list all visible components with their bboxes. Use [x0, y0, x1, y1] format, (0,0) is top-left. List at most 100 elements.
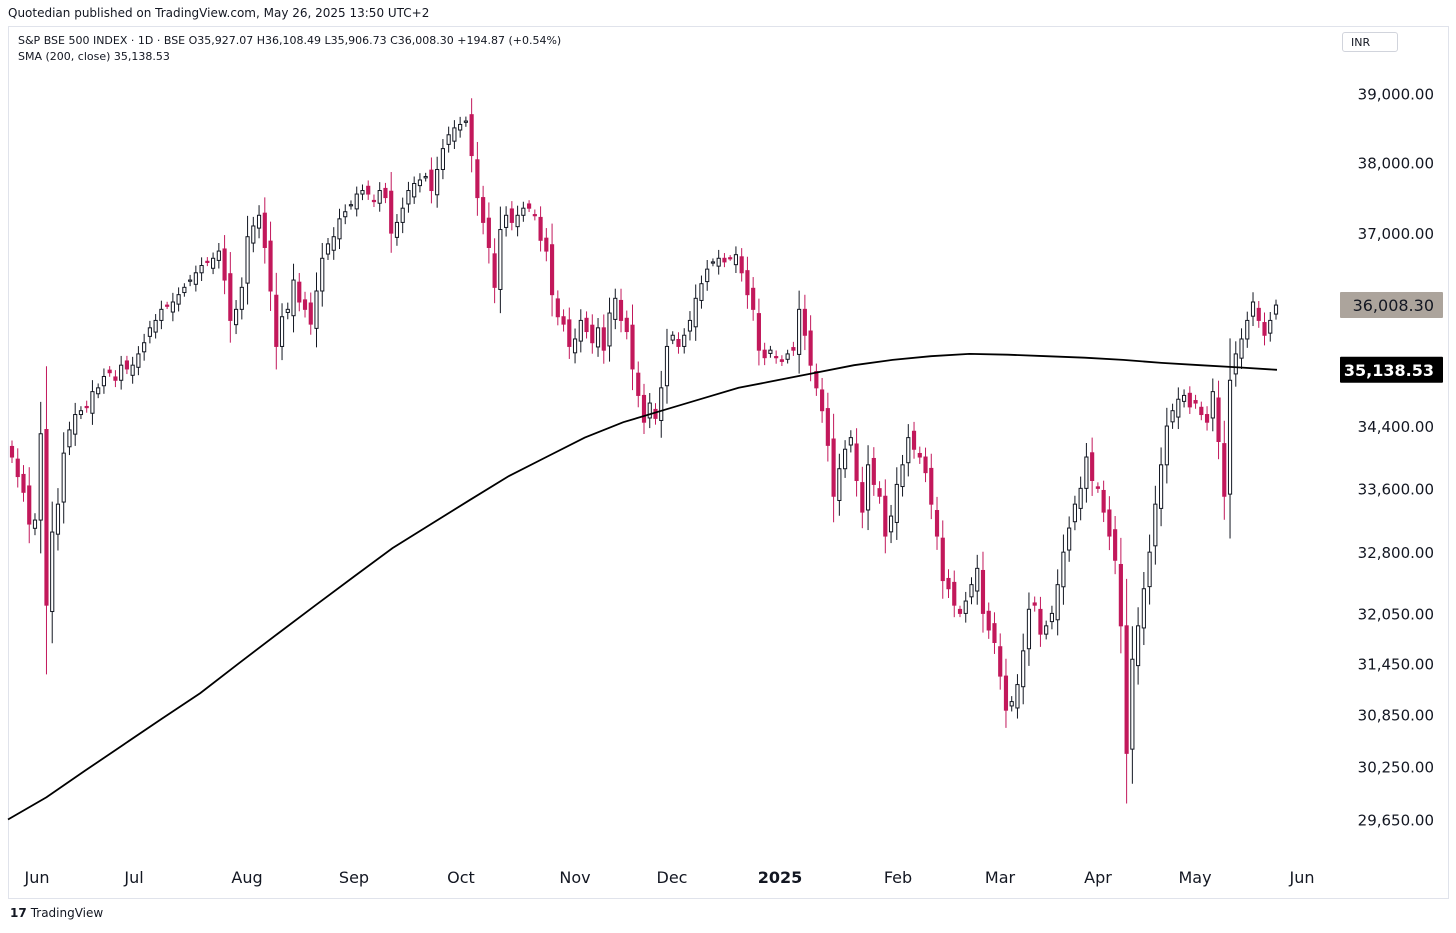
candle-body [285, 308, 290, 313]
candle-body [613, 297, 618, 320]
candle-body [814, 371, 819, 389]
candle-body [435, 168, 440, 196]
legend-sma-line: SMA (200, close) 35,138.53 [18, 50, 170, 63]
candle-body [728, 257, 733, 260]
candle-body [791, 347, 796, 351]
candle-body [957, 608, 963, 614]
last-price-badge: 36,008.30 [1353, 296, 1434, 315]
candle-body [9, 445, 15, 458]
candle-body [1130, 658, 1135, 750]
candle-body [980, 569, 986, 614]
candle-body [423, 175, 428, 179]
candle-body [446, 134, 451, 145]
candle-body [888, 515, 894, 533]
candle-body [837, 468, 842, 501]
candle-body [607, 312, 612, 347]
candle-body [756, 313, 761, 351]
candle-body [1044, 625, 1049, 635]
candle-body [762, 349, 767, 359]
candle-body [601, 327, 606, 351]
candle-body [1009, 701, 1014, 707]
candle-body [934, 510, 940, 537]
candle-body [360, 190, 365, 195]
candle-body [1193, 400, 1198, 404]
candle-body [211, 257, 216, 269]
candle-body [147, 327, 152, 337]
candle-body [1113, 529, 1118, 561]
y-tick-label: 31,450.00 [1358, 655, 1434, 673]
x-tick-label: Sep [339, 868, 369, 887]
candle-body [107, 369, 112, 374]
candle-body [1015, 684, 1020, 709]
candle-body [883, 495, 888, 537]
candle-body [84, 405, 89, 409]
candle-body [1199, 406, 1204, 416]
candle-body [245, 236, 250, 284]
candle-body [101, 375, 107, 387]
candle-body [337, 218, 342, 240]
candle-body [808, 330, 813, 366]
x-tick-label: May [1178, 868, 1211, 887]
candle-body [348, 204, 354, 207]
candle-body [498, 229, 503, 290]
x-tick-label: 2025 [758, 868, 803, 887]
candle-body [279, 316, 285, 347]
candle-body [687, 319, 693, 332]
candle-body [1026, 608, 1032, 650]
candle-body [486, 217, 491, 248]
candle-body [325, 243, 331, 255]
y-tick-label: 37,000.00 [1358, 225, 1434, 243]
candle-body [429, 169, 434, 192]
candle-body [682, 334, 687, 347]
candle-body [504, 214, 509, 228]
candle-body [383, 187, 388, 199]
candle-body [963, 600, 968, 614]
candle-body [239, 286, 244, 310]
candle-body [1216, 397, 1221, 442]
candle-body [664, 345, 670, 387]
candle-body [1021, 650, 1026, 688]
candle-body [785, 353, 790, 360]
candle-body [1003, 675, 1009, 711]
y-tick-label: 33,600.00 [1358, 480, 1434, 498]
candle-body [699, 283, 704, 301]
candle-body [119, 364, 124, 381]
candle-body [15, 458, 20, 478]
candle-body [710, 261, 716, 264]
candle-body [1038, 608, 1043, 635]
sma-line [7, 352, 1278, 821]
candle-body [1101, 489, 1106, 513]
candle-body [136, 353, 141, 368]
candle-body [929, 467, 934, 505]
candle-body [1268, 319, 1273, 334]
candle-body [1136, 625, 1141, 667]
candle-body [291, 279, 296, 317]
candle-body [1210, 391, 1215, 419]
candle-body [458, 123, 463, 131]
candle-body [618, 299, 624, 321]
candle-body [745, 270, 750, 296]
candle-body [1273, 304, 1279, 315]
candle-body [705, 268, 710, 283]
candle-body [222, 248, 227, 281]
candle-body [1227, 379, 1233, 495]
candle-body [55, 503, 61, 535]
candle-body [917, 452, 922, 458]
candle-body [38, 433, 43, 521]
candle-body [1250, 301, 1256, 317]
candle-body [590, 324, 595, 344]
candle-body [877, 488, 882, 497]
candle-body [1204, 414, 1210, 423]
candle-body [797, 308, 802, 355]
candle-body [1032, 602, 1037, 606]
candle-body [406, 190, 411, 205]
candle-body [969, 584, 974, 598]
candle-body [228, 273, 233, 321]
x-tick-label: Nov [559, 868, 590, 887]
candle-body [216, 250, 221, 261]
candle-body [256, 214, 262, 229]
candle-body [61, 452, 66, 503]
y-tick-label: 30,850.00 [1358, 706, 1434, 724]
currency-selector[interactable]: INR [1342, 32, 1398, 52]
